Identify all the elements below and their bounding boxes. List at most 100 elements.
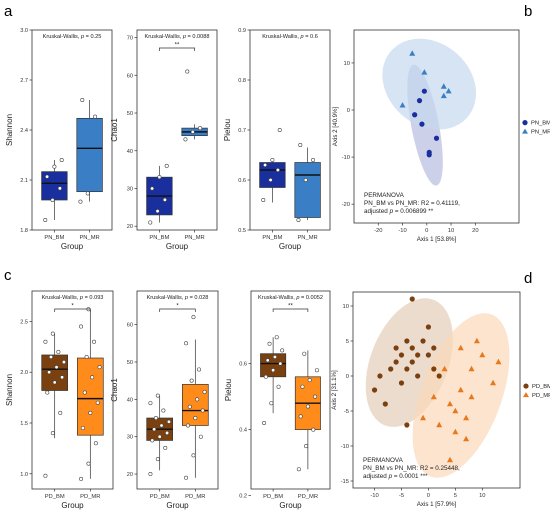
data-point [157, 175, 162, 180]
data-point [43, 473, 48, 478]
x-tick-label: PD_MR [298, 494, 318, 500]
y-tick-label: 1.8 [20, 228, 28, 234]
data-point [441, 365, 448, 372]
data-point [382, 401, 388, 407]
significance-bracket [159, 47, 195, 51]
y-tick-label: -10 [342, 155, 350, 161]
permanova-stat: PN_BM vs PN_MR: R2 = 0.25448, [363, 465, 460, 472]
chart-title: Kruskal-Wallis, p = 0.0052 [258, 295, 323, 301]
data-point [311, 427, 316, 432]
legend-label: PN_MR [531, 130, 550, 136]
data-point [276, 384, 281, 389]
data-point [152, 427, 157, 432]
data-point [84, 354, 89, 359]
data-point [88, 410, 93, 415]
chart-title: Kruskal-Wallis, p = 0.093 [42, 295, 104, 301]
data-point [398, 380, 405, 386]
box [294, 162, 321, 218]
legend-marker [522, 120, 528, 126]
data-point [269, 401, 274, 406]
data-point [268, 178, 273, 183]
data-point [202, 389, 207, 394]
data-point [302, 351, 307, 356]
data-point [262, 420, 267, 425]
panel-letter-d: d [524, 270, 532, 287]
data-point [187, 404, 192, 409]
data-point [420, 338, 426, 344]
text-part: Kruskal-Wallis, [145, 34, 183, 40]
data-point [426, 152, 432, 158]
y-tick-label: 0.6 [239, 362, 247, 368]
chart-a-shannon: Kruskal-Wallis, p = 0.25 1.8 2.1 2.4 2.7 3.0 S… [5, 28, 113, 251]
legend-label: PN_BM [531, 121, 550, 127]
data-point [298, 414, 303, 419]
chart-title: Kruskal-Wallis, p = 0.0088 [145, 34, 210, 40]
data-point [280, 348, 285, 353]
data-point [457, 386, 464, 393]
data-point [314, 368, 319, 373]
data-point [393, 345, 399, 351]
data-point [79, 476, 84, 481]
data-point [415, 352, 421, 358]
y-tick-label: 60 [127, 323, 133, 329]
data-point [490, 379, 497, 386]
x-tick-label: PD_MR [185, 494, 205, 500]
data-point [440, 83, 447, 89]
data-point [468, 393, 475, 400]
data-point [421, 69, 428, 75]
y-tick-label: 0.5 [238, 228, 246, 234]
y-tick-label: 1.0 [20, 472, 28, 478]
data-point [80, 98, 85, 103]
data-point [263, 163, 268, 168]
data-point [305, 404, 310, 409]
data-point [457, 344, 464, 351]
data-point [463, 414, 470, 421]
significance-label: * [176, 304, 179, 310]
y-axis-label: Pielou [223, 119, 232, 141]
y-tick-label: 50 [127, 360, 133, 366]
data-point [430, 393, 437, 400]
x-tick-label: PD_BM [263, 494, 283, 500]
data-point [409, 296, 415, 302]
text-part: adjusted [363, 473, 389, 480]
data-point [148, 401, 153, 406]
data-point [193, 416, 198, 421]
data-point [43, 339, 48, 344]
x-axis-label: Axis 1 [53.8%] [417, 236, 457, 243]
data-point [82, 390, 87, 395]
data-point [425, 352, 432, 358]
data-point [97, 365, 102, 370]
data-point [404, 338, 410, 344]
legend-label: PD_MR [532, 393, 550, 399]
data-point [163, 445, 168, 450]
plot-area [365, 296, 510, 478]
data-point [155, 393, 160, 398]
data-point [148, 472, 153, 477]
data-point [189, 378, 194, 383]
box [76, 117, 103, 193]
data-point [263, 374, 268, 379]
x-axis-label: Group [166, 501, 189, 510]
data-point [431, 366, 437, 372]
data-point [468, 365, 475, 372]
data-point [150, 186, 155, 191]
x-tick-label: 0 [427, 493, 430, 499]
data-point [59, 158, 64, 163]
data-point [93, 441, 98, 446]
data-point [52, 380, 57, 385]
data-point [409, 359, 415, 365]
data-point [479, 351, 486, 358]
box [259, 162, 286, 188]
chart-a-pielou: Kruskal-Wallis, p = 0.6 0.5 0.6 0.7 0.8 0.9 Pi… [223, 28, 331, 251]
data-point [166, 419, 171, 424]
text-part: = 0.0052 [299, 295, 322, 301]
data-point [311, 158, 316, 163]
data-point [300, 384, 305, 389]
x-tick-label: 20 [472, 228, 478, 234]
chart-b-pcoa: -20 -10 0 10 20 -20 -10 0 10 Axis 1 [53.8%] Axis 2… [332, 29, 550, 243]
plot-frame [353, 29, 520, 224]
data-point [198, 126, 203, 131]
plot-frame [352, 291, 521, 489]
data-point [191, 453, 196, 458]
chart-title: Kruskal-Wallis, p = 0.028 [147, 295, 209, 301]
